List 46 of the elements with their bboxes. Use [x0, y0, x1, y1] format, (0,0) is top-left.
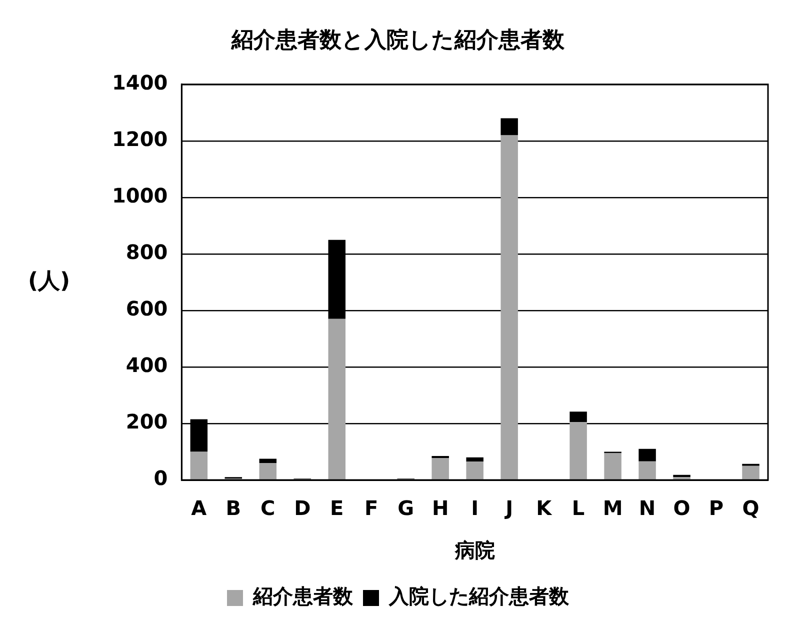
bar [328, 318, 346, 480]
y-tick-label: 1000 [112, 184, 168, 208]
bar [500, 135, 518, 480]
bar [570, 422, 587, 480]
y-tick-label: 600 [126, 296, 168, 321]
y-axis-title: (人) [28, 268, 70, 294]
bar [190, 452, 208, 480]
x-tick-label: M [602, 496, 623, 520]
x-tick-label: O [673, 496, 690, 520]
y-tick-label: 200 [126, 410, 168, 434]
y-tick-label: 1400 [112, 70, 168, 95]
bar [673, 474, 690, 478]
x-tick-label: N [638, 496, 656, 520]
x-tick-label: B [226, 496, 242, 520]
bar [259, 463, 277, 480]
x-tick-label: E [330, 496, 344, 520]
x-tick-label: L [572, 496, 585, 520]
y-tick-label: 1200 [112, 127, 168, 152]
x-tick-label: K [536, 496, 554, 520]
y-tick-label: 800 [126, 240, 168, 264]
bar [432, 458, 449, 480]
x-tick-label: H [432, 496, 449, 520]
chart-title: 紹介患者数と入院した紹介患者数 [230, 28, 566, 53]
bar [742, 466, 760, 480]
x-tick-label: G [398, 496, 414, 520]
legend-label: 入院した紹介患者数 [388, 584, 570, 608]
bar [604, 453, 622, 480]
bar [500, 118, 518, 136]
y-tick-label: 0 [154, 466, 168, 490]
bar [466, 462, 484, 480]
y-tick-label: 400 [126, 353, 168, 378]
bar [570, 412, 587, 422]
x-tick-label: P [708, 496, 724, 520]
x-tick-label: A [191, 496, 208, 520]
bar [638, 461, 656, 480]
bar [638, 448, 656, 462]
x-tick-label: C [260, 496, 276, 520]
x-tick-label: D [294, 496, 311, 520]
bar [259, 458, 277, 464]
legend-label: 紹介患者数 [252, 584, 354, 608]
bar [466, 457, 484, 462]
x-axis-title: 病院 [454, 538, 495, 562]
x-tick-label: J [504, 496, 514, 520]
x-tick-label: F [364, 496, 378, 520]
x-tick-label: I [471, 496, 479, 520]
x-tick-label: Q [742, 496, 760, 520]
